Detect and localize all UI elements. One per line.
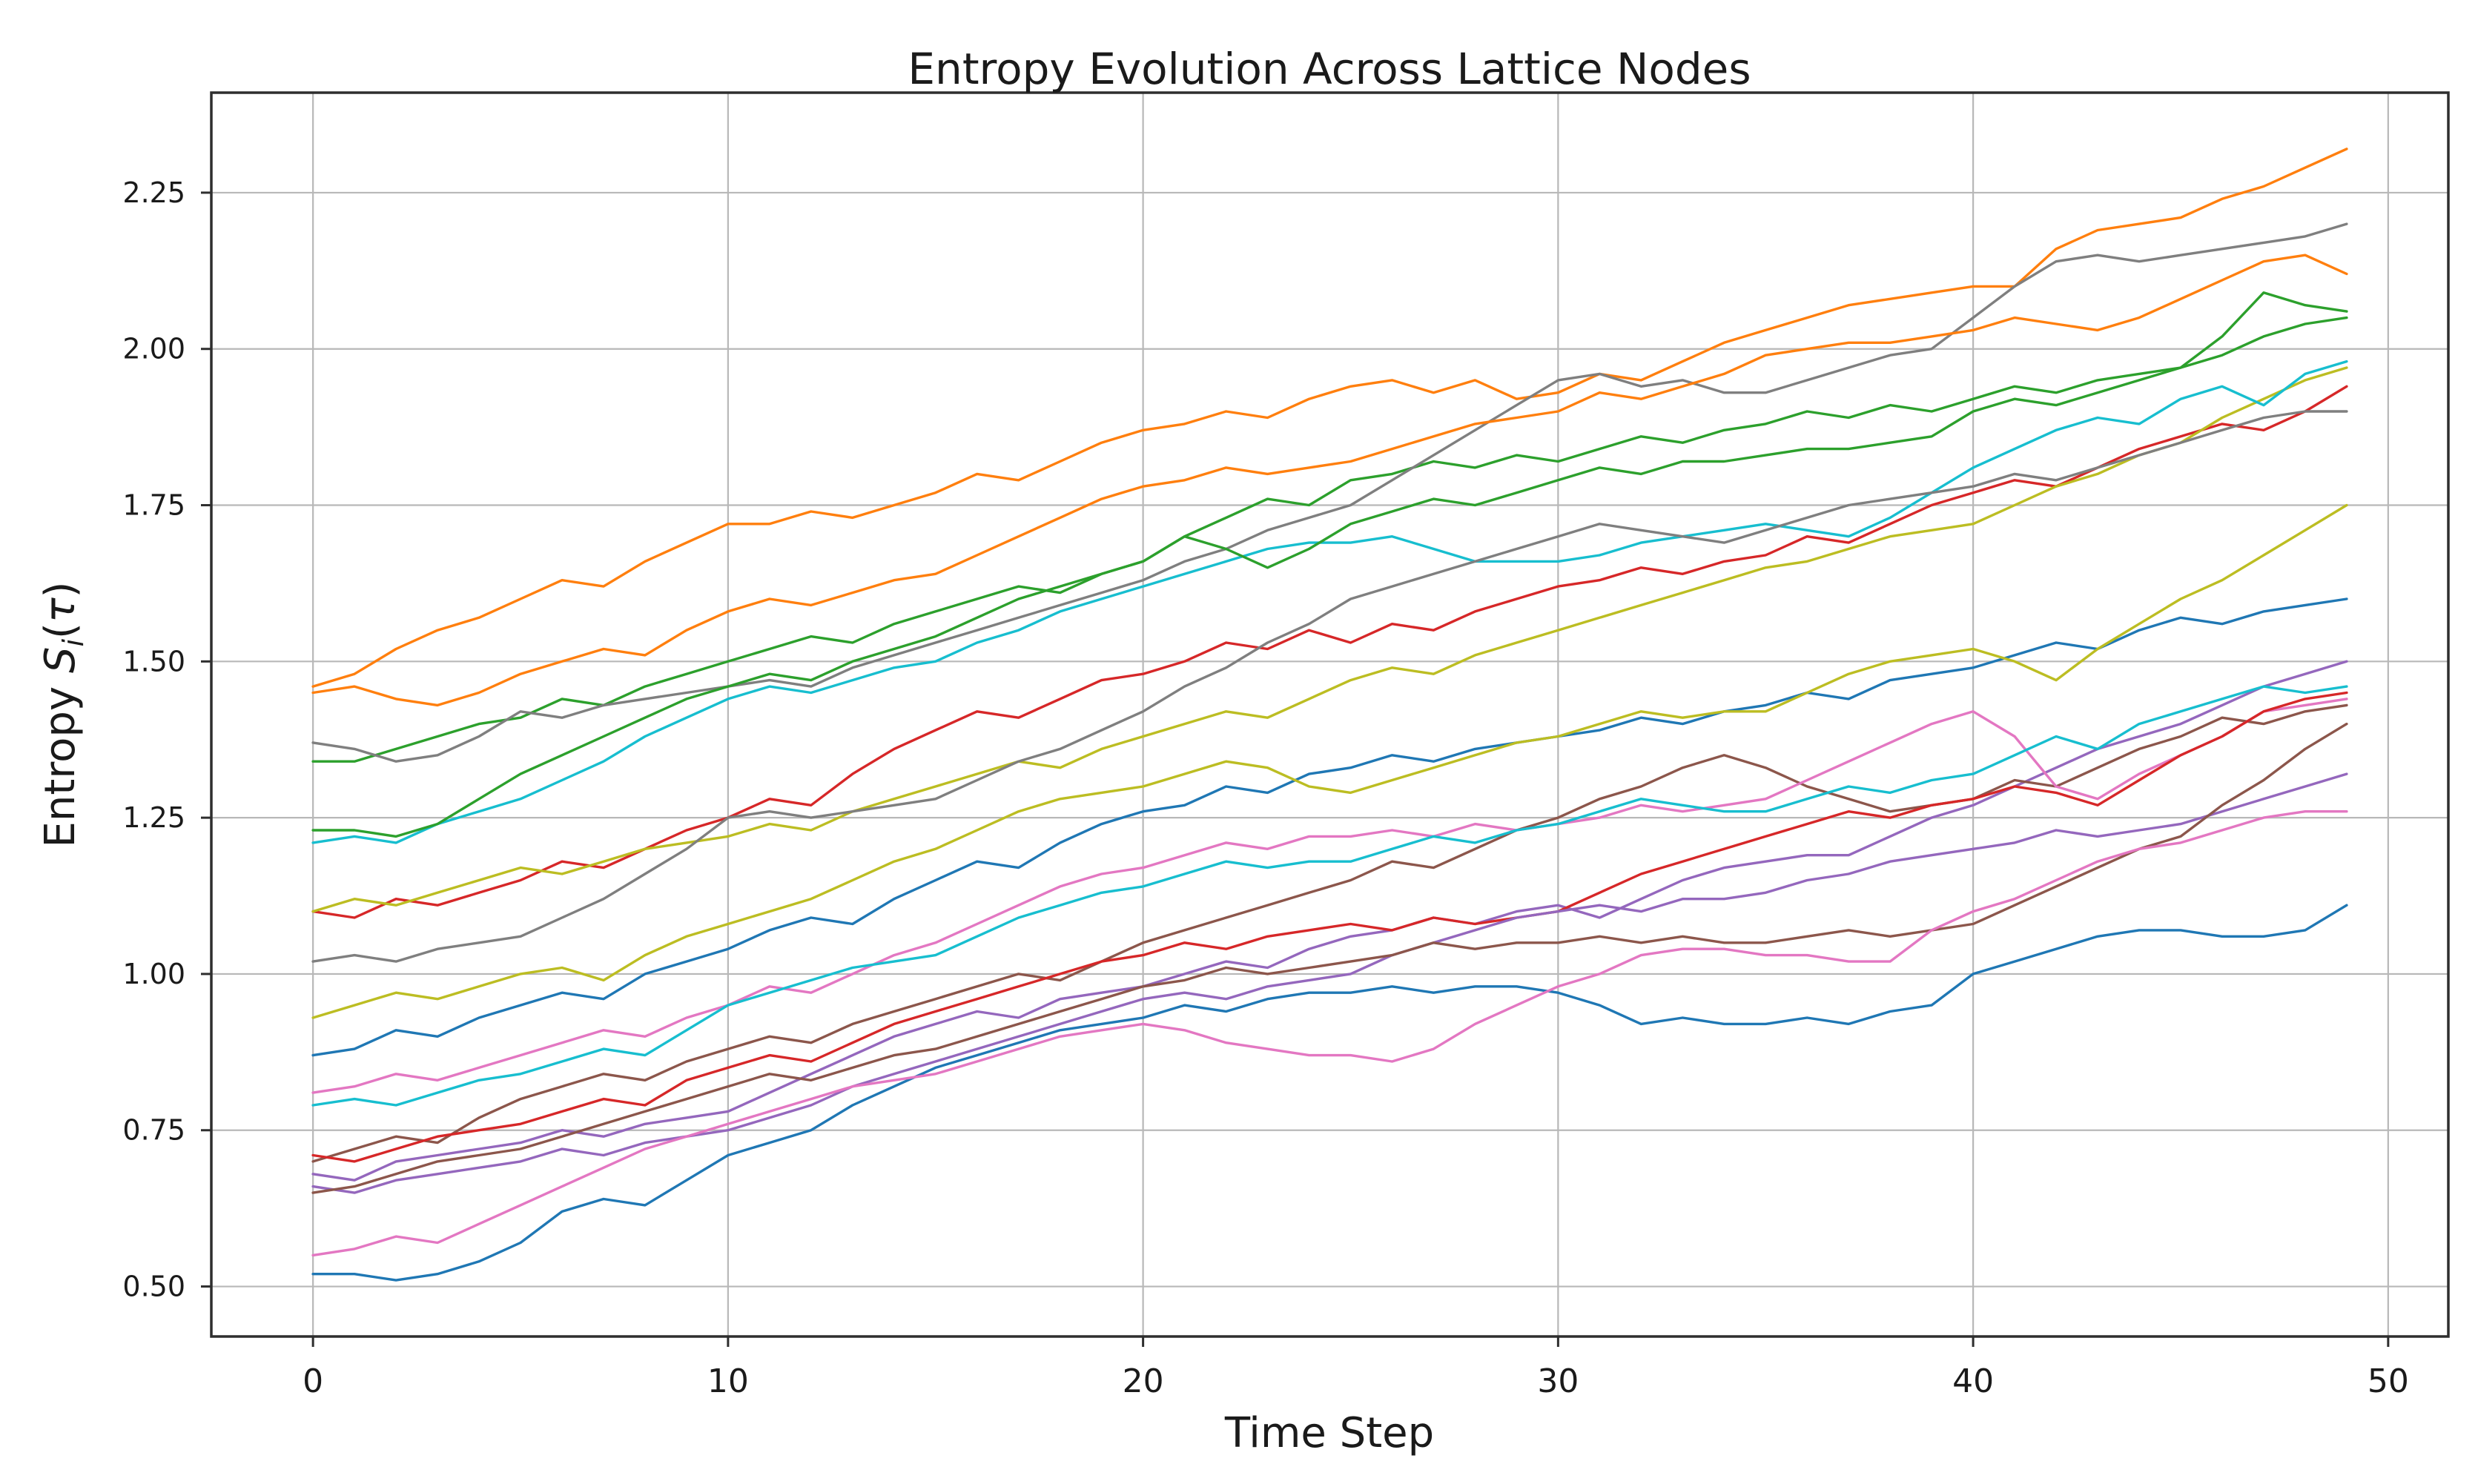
y-tick-label: 1.25 xyxy=(122,801,185,834)
series-line-node-17 xyxy=(311,809,2348,1257)
series-line-node-12 xyxy=(311,254,2348,707)
y-tick-label: 1.50 xyxy=(122,645,185,678)
x-axis-label: Time Step xyxy=(1224,1409,1434,1457)
y-axis-label-part: τ xyxy=(36,597,85,623)
series-line-node-3 xyxy=(311,291,2348,763)
grid-layer xyxy=(211,93,2448,1336)
tick-label-layer: 0 10 20 30 40 50 0.50 0.75 1.00 1.25 1.50 1.75 2.00 2… xyxy=(122,176,2408,1400)
y-tick-label: 1.75 xyxy=(122,489,185,522)
x-tick-label: 20 xyxy=(1123,1362,1164,1400)
tick-layer xyxy=(201,191,2390,1347)
y-axis-label-part: S xyxy=(36,647,85,674)
series-line-node-6 xyxy=(311,703,2348,1163)
series-line-node-19 xyxy=(311,503,2348,1019)
series-line-node-9 xyxy=(311,366,2348,913)
series-line-node-8 xyxy=(311,222,2348,763)
series-line-node-1 xyxy=(311,597,2348,1057)
y-tick-label: 0.75 xyxy=(122,1114,185,1147)
x-tick-label: 30 xyxy=(1537,1362,1579,1400)
series-line-node-18 xyxy=(311,410,2348,963)
y-tick-label: 2.00 xyxy=(122,333,185,365)
y-axis-label-part: i xyxy=(57,639,90,647)
series-line-node-15 xyxy=(311,772,2348,1194)
x-tick-label: 50 xyxy=(2368,1362,2409,1400)
y-tick-label: 0.50 xyxy=(122,1271,185,1303)
series-line-node-16 xyxy=(311,722,2348,1194)
plot-border xyxy=(210,91,2450,1338)
y-axis-label-part: Entropy xyxy=(36,673,85,847)
series-line-node-4 xyxy=(311,385,2348,919)
x-tick-label: 10 xyxy=(707,1362,749,1400)
y-tick-label: 1.00 xyxy=(122,958,185,990)
series-line-node-7 xyxy=(311,698,2348,1094)
series-line-node-10 xyxy=(311,360,2348,844)
series-line-node-13 xyxy=(311,316,2348,838)
series-line-node-14 xyxy=(311,691,2348,1163)
x-tick-label: 40 xyxy=(1952,1362,1994,1400)
chart-title: Entropy Evolution Across Lattice Nodes xyxy=(908,44,1751,94)
y-axis-label: Entropy Si(τ) xyxy=(36,582,90,848)
y-axis-label-part: ) xyxy=(36,582,85,598)
series-line-node-20 xyxy=(311,685,2348,1107)
series-line-node-11 xyxy=(311,904,2348,1282)
y-axis-label-part: ( xyxy=(36,623,85,639)
series-line-node-2 xyxy=(311,148,2348,688)
x-tick-label: 0 xyxy=(303,1362,323,1400)
series-layer xyxy=(311,148,2348,1282)
y-tick-label: 2.25 xyxy=(122,176,185,209)
